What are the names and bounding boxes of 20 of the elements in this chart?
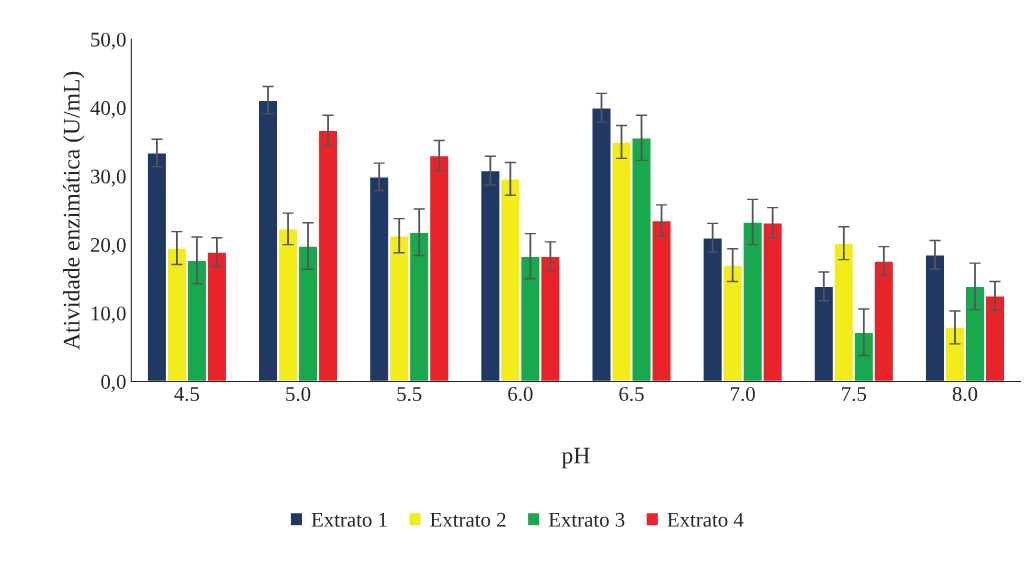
y-axis-title: Atividade enzimática (U/mL) (63, 71, 85, 350)
x-tick-label: 4.5 (174, 387, 200, 402)
y-tick-label: 10,0 (91, 306, 126, 324)
y-tick-label: 0,0 (101, 374, 126, 392)
legend-label: Extrato 3 (548, 512, 625, 527)
y-tick-label: 40,0 (90, 101, 126, 119)
x-tick-label: 7.0 (731, 386, 755, 402)
x-tick-label: 8.0 (952, 386, 978, 402)
legend-label: Extrato 2 (430, 512, 506, 527)
x-tick-label: 6.0 (508, 386, 533, 402)
legend-label: Extrato 1 (311, 512, 387, 527)
y-tick-label: 20,0 (90, 237, 126, 256)
x-tick-label: 5.0 (286, 386, 311, 402)
y-tick-label: 50,0 (91, 32, 126, 50)
x-tick-label: 7.5 (842, 387, 867, 402)
legend-label: Extrato 4 (667, 512, 744, 527)
x-tick-label: 5.5 (397, 387, 422, 402)
x-tick-label: 6.5 (619, 387, 644, 402)
x-axis-title: pH (561, 447, 590, 469)
y-tick-label: 30,0 (90, 169, 126, 187)
